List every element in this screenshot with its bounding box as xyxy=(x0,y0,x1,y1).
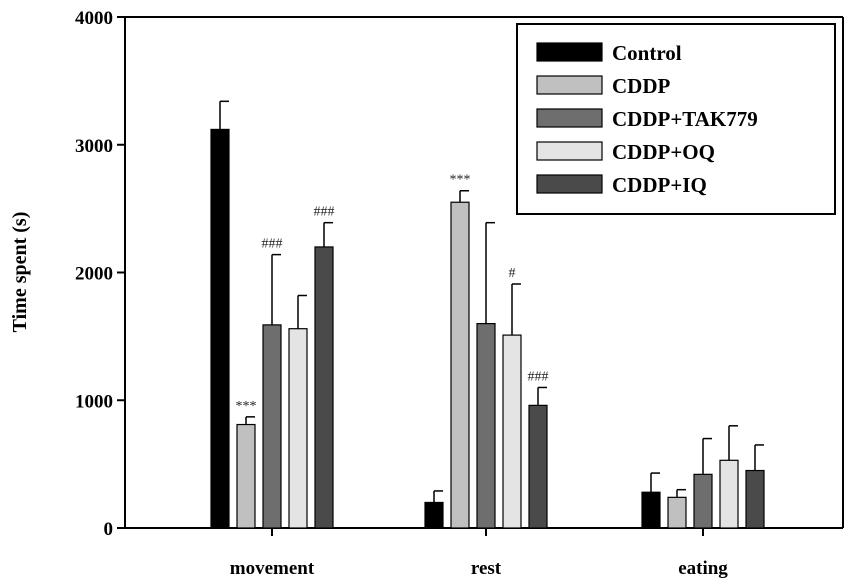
bar-rest-cddp-oq xyxy=(503,335,521,528)
bar-eating-cddp xyxy=(668,497,686,528)
y-tick-label: 2000 xyxy=(75,264,113,285)
bar-eating-cddp-tak779 xyxy=(694,474,712,528)
y-axis-title: Time spent (s) xyxy=(9,212,31,333)
significance-label: *** xyxy=(236,399,257,414)
bar-eating-control xyxy=(642,492,660,528)
bar-rest-cddp-iq xyxy=(529,405,547,528)
bar-movement-control xyxy=(211,129,229,528)
bar-chart: Time spent (s) 0 1000 2000 3000 4000 movemen… xyxy=(0,0,851,588)
x-tick-label: movement xyxy=(230,558,315,579)
significance-label: ### xyxy=(528,369,549,384)
significance-label: *** xyxy=(450,173,471,188)
significance-label: ### xyxy=(262,237,283,252)
legend-swatch xyxy=(537,175,602,193)
bar-eating-cddp-oq xyxy=(720,460,738,528)
y-tick-label: 0 xyxy=(104,519,114,540)
bar-movement-cddp-iq xyxy=(315,247,333,528)
legend-swatch xyxy=(537,76,602,94)
bar-eating-cddp-iq xyxy=(746,471,764,528)
bar-movement-cddp-tak779 xyxy=(263,325,281,528)
legend-label: Control xyxy=(612,41,682,65)
legend-label: CDDP+TAK779 xyxy=(612,107,758,131)
y-tick-label: 3000 xyxy=(75,136,113,157)
bar-rest-cddp-tak779 xyxy=(477,324,495,528)
legend-swatch xyxy=(537,43,602,61)
significance-label: ### xyxy=(314,205,335,220)
x-tick-label: eating xyxy=(678,558,728,579)
x-ticks: movement rest eating xyxy=(230,528,729,579)
legend-label: CDDP+IQ xyxy=(612,173,707,197)
legend-swatch xyxy=(537,109,602,127)
bar-rest-control xyxy=(425,502,443,528)
bar-rest-cddp xyxy=(451,202,469,528)
y-ticks: 0 1000 2000 3000 4000 xyxy=(75,8,125,540)
legend-swatch xyxy=(537,142,602,160)
legend-label: CDDP xyxy=(612,74,670,98)
bar-movement-cddp xyxy=(237,425,255,528)
x-tick-label: rest xyxy=(471,558,502,579)
legend-label: CDDP+OQ xyxy=(612,140,715,164)
y-tick-label: 1000 xyxy=(75,391,113,412)
y-tick-label: 4000 xyxy=(75,8,113,29)
legend: Control CDDP CDDP+TAK779 CDDP+OQ CDDP+IQ xyxy=(517,24,835,214)
bar-movement-cddp-oq xyxy=(289,329,307,528)
significance-label: # xyxy=(509,266,516,281)
